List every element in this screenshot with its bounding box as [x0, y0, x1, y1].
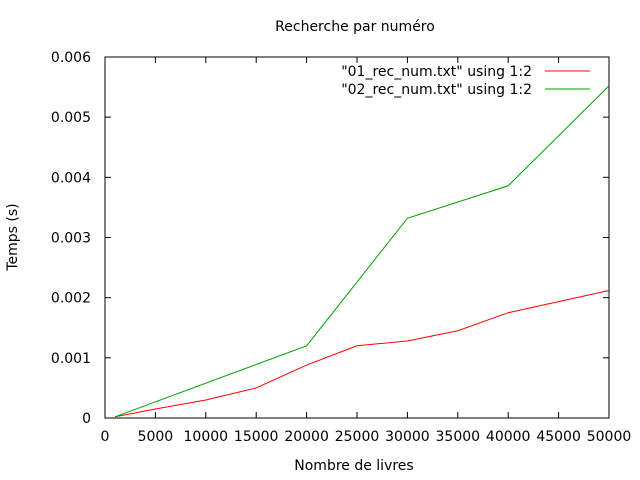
x-tick-label: 50000: [587, 429, 632, 445]
y-tick-label: 0.002: [51, 291, 91, 307]
x-tick-label: 20000: [284, 429, 329, 445]
y-tick-label: 0.001: [51, 351, 91, 367]
y-axis-ticks: 0 0.001 0.002 0.003 0.004 0.005 0.006: [51, 50, 609, 427]
x-tick-label: 30000: [385, 429, 430, 445]
x-tick-label: 35000: [436, 429, 481, 445]
chart-title: Recherche par numéro: [275, 19, 435, 35]
x-axis-label: Nombre de livres: [294, 458, 413, 474]
x-tick-label: 15000: [234, 429, 279, 445]
series-lines: [114, 85, 610, 418]
x-tick-label: 40000: [486, 429, 531, 445]
legend-label-1: "01_rec_num.txt" using 1:2: [341, 64, 532, 80]
series-line-1: [114, 289, 610, 418]
y-tick-label: 0.003: [51, 231, 91, 247]
x-tick-label: 45000: [536, 429, 581, 445]
legend-label-2: "02_rec_num.txt" using 1:2: [341, 82, 532, 98]
x-tick-label: 0: [101, 429, 110, 445]
x-tick-label: 10000: [184, 429, 229, 445]
x-tick-label: 5000: [138, 429, 174, 445]
y-axis-label: Temps (s): [5, 203, 21, 271]
y-tick-label: 0.004: [51, 170, 91, 186]
y-tick-label: 0.005: [51, 110, 91, 126]
y-tick-label: 0: [82, 411, 91, 427]
x-tick-label: 25000: [335, 429, 380, 445]
y-tick-label: 0.006: [51, 50, 91, 66]
series-line-2: [114, 85, 610, 418]
legend: "01_rec_num.txt" using 1:2 "02_rec_num.tx…: [341, 64, 590, 98]
plot-frame: [104, 56, 610, 419]
x-axis-ticks: 0 5000 10000 15000 20000 25000 30000 35000 40000…: [101, 57, 632, 445]
